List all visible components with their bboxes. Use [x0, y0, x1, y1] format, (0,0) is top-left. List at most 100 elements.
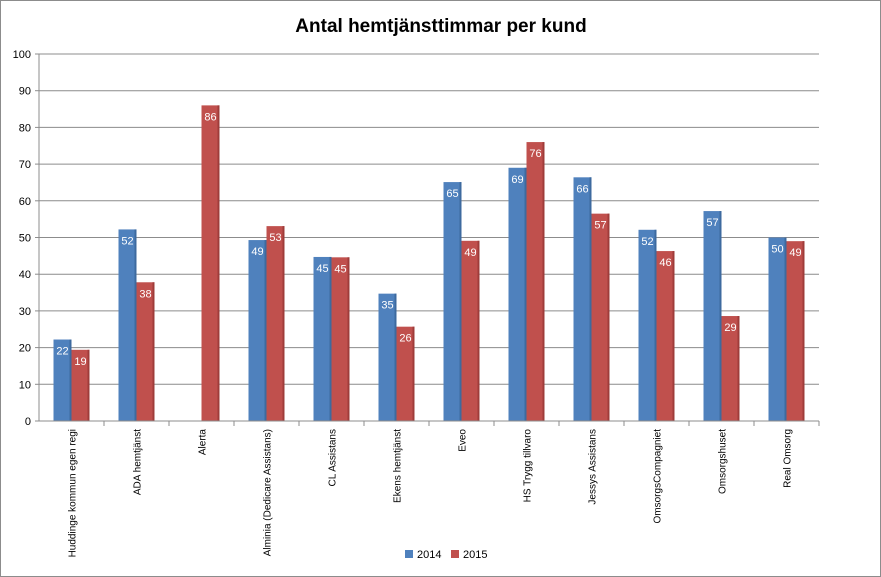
x-category-label: CL Assistans [328, 429, 339, 486]
bar-shade [217, 105, 220, 421]
bar-shade [524, 167, 527, 421]
bar-2015 [71, 349, 90, 421]
data-label: 49 [464, 247, 476, 259]
x-category-label: OmsorgsCompagniet [653, 429, 664, 524]
data-label: 76 [529, 148, 541, 160]
y-tick-label: 30 [19, 306, 31, 318]
bar-shade [69, 339, 72, 421]
x-category-label: Omsorgshuset [718, 429, 729, 494]
bar-2015 [461, 240, 480, 421]
gridlines [39, 53, 819, 422]
chart-title: Antal hemtjänsttimmar per kund [295, 16, 586, 37]
data-label: 53 [269, 232, 281, 244]
bar-2015 [786, 241, 805, 421]
bar-2014 [53, 339, 72, 421]
data-label: 65 [446, 188, 458, 200]
legend-swatch-2014 [405, 550, 413, 558]
bar-2014 [443, 182, 462, 421]
bar-shade [459, 182, 462, 421]
x-category-label: Alminia (Dedicare Assistans) [263, 429, 274, 556]
y-tick-label: 10 [19, 379, 31, 391]
bar-shade [477, 240, 480, 421]
legend-label: 2015 [463, 549, 487, 561]
bar-shade [607, 213, 610, 421]
data-label: 35 [381, 300, 393, 312]
x-category-label: Jessys Assistans [588, 429, 599, 505]
data-label: 49 [789, 247, 801, 259]
bar-shade [152, 282, 155, 421]
bar-2014 [118, 229, 137, 421]
data-label: 29 [724, 322, 736, 334]
x-category-label: Ekens hemtjänst [393, 429, 404, 503]
y-tick-label: 100 [13, 49, 31, 61]
legend-label: 2014 [417, 549, 441, 561]
y-tick-label: 70 [19, 159, 31, 171]
data-label: 50 [771, 244, 783, 256]
data-label: 26 [399, 333, 411, 345]
legend: 2014 2015 [405, 549, 487, 561]
bar-2015 [266, 226, 285, 421]
legend-swatch-2015 [451, 550, 459, 558]
bar-shade [412, 326, 415, 421]
y-tick-label: 80 [19, 122, 31, 134]
data-label: 45 [316, 263, 328, 275]
bar-2015 [526, 142, 545, 421]
data-label: 22 [56, 346, 68, 358]
bar-shade [264, 240, 267, 421]
x-axis: Huddinge kommun egen regi ADA hemtjänst Al… [39, 420, 820, 557]
data-label: 49 [251, 246, 263, 258]
bar-2014 [768, 237, 787, 421]
bar-shade [589, 177, 592, 421]
data-label: 66 [576, 183, 588, 195]
bars [53, 105, 805, 421]
y-tick-label: 90 [19, 86, 31, 98]
y-tick-label: 50 [19, 233, 31, 245]
bar-shade [394, 293, 397, 421]
data-label: 38 [139, 288, 151, 300]
data-label: 19 [74, 356, 86, 368]
bar-2015 [656, 251, 675, 421]
data-label: 69 [511, 174, 523, 186]
y-tick-label: 60 [19, 196, 31, 208]
bar-shade [87, 349, 90, 421]
y-tick-label: 20 [19, 343, 31, 355]
bar-2014 [508, 167, 527, 421]
bar-2014 [573, 177, 592, 421]
bar-2015 [201, 105, 220, 421]
y-axis: 0 10 20 30 40 50 60 70 80 90 100 [13, 49, 40, 428]
bar-2014 [638, 229, 657, 421]
x-category-label: Eveo [458, 429, 469, 452]
data-labels: 22 19 52 38 86 49 53 45 45 35 26 65 49 69 76 66 57 52 46 57… [56, 111, 801, 367]
bar-shade [737, 316, 740, 421]
y-tick-label: 40 [19, 269, 31, 281]
bar-2015 [396, 326, 415, 421]
bar-shade [282, 226, 285, 421]
bar-2015 [136, 282, 155, 421]
x-category-label: Huddinge kommun egen regi [68, 429, 79, 557]
data-label: 52 [641, 236, 653, 248]
bar-shade [542, 142, 545, 421]
data-label: 46 [659, 257, 671, 269]
bar-shade [672, 251, 675, 421]
bar-2014 [703, 211, 722, 421]
x-category-label: Real Omsorg [783, 429, 794, 488]
x-category-label: Alerta [198, 429, 209, 456]
bar-2015 [331, 257, 350, 421]
data-label: 57 [594, 220, 606, 232]
data-label: 52 [121, 235, 133, 247]
data-label: 86 [204, 111, 216, 123]
bar-2015 [591, 213, 610, 421]
x-category-label: HS Trygg tillvaro [523, 429, 534, 503]
bar-2014 [313, 256, 332, 421]
x-category-label: ADA hemtjänst [133, 429, 144, 495]
bar-shade [719, 211, 722, 421]
bar-shade [654, 229, 657, 421]
bar-2014 [378, 293, 397, 421]
bar-2014 [248, 240, 267, 421]
bar-shade [347, 257, 350, 421]
y-tick-label: 0 [25, 416, 31, 428]
data-label: 57 [706, 217, 718, 229]
bar-2015 [721, 316, 740, 421]
